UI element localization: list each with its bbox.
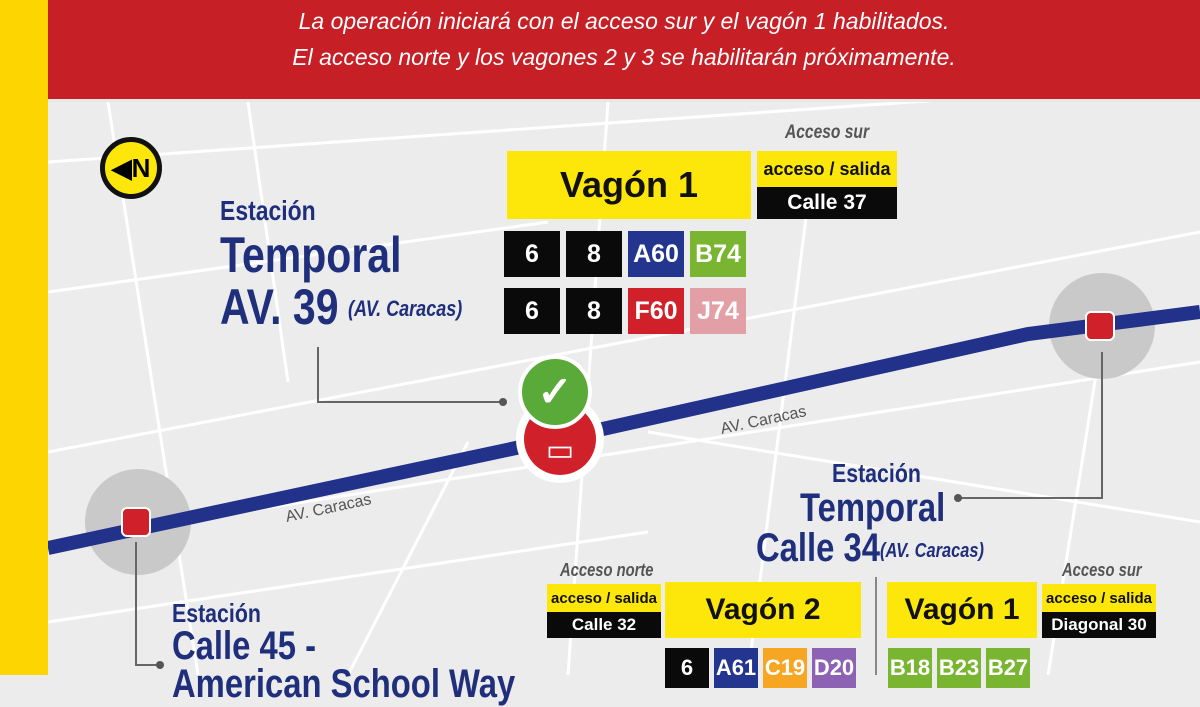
bus-stop-icon[interactable]: [1085, 311, 1115, 341]
station-name: American School Way: [172, 662, 516, 706]
wagon-label: Vagón 1: [887, 582, 1037, 638]
station-name: Calle 34: [756, 526, 880, 570]
notice-line-2: El acceso norte y los vagones 2 y 3 se h…: [292, 44, 956, 70]
route-badge: A60: [628, 231, 684, 277]
route-badge: B74: [690, 231, 746, 277]
station-sub: (AV. Caracas): [880, 540, 984, 562]
station-name: Temporal: [220, 227, 402, 283]
wagon-label: Vagón 2: [665, 582, 861, 638]
wagon-label: Vagón 1: [507, 151, 751, 219]
station-name: AV. 39: [220, 279, 339, 335]
bus-stop-icon[interactable]: [121, 507, 151, 537]
route-badge: 8: [566, 231, 622, 277]
access-type: acceso / salida: [757, 151, 897, 187]
notice-line-1: La operación iniciará con el acceso sur …: [298, 8, 950, 34]
side-stripe: [0, 0, 48, 675]
station-prefix: Estación: [220, 195, 316, 226]
route-badge: 8: [566, 288, 622, 334]
route-line: [48, 305, 1200, 555]
route-badge: 6: [504, 231, 560, 277]
route-badge: J74: [690, 288, 746, 334]
route-badge: B23: [937, 648, 981, 688]
notice-banner: La operación iniciará con el acceso sur …: [48, 0, 1200, 102]
access-street: Calle 37: [757, 187, 897, 219]
route-badge: 6: [665, 648, 709, 688]
access-label: Acceso sur: [1062, 560, 1142, 580]
route-badge: C19: [763, 648, 807, 688]
route-badge: B18: [888, 648, 932, 688]
access-street: Diagonal 30: [1042, 612, 1156, 638]
route-badge: D20: [812, 648, 856, 688]
north-arrow-icon: ◀ N: [100, 137, 162, 199]
access-label: Acceso sur: [785, 122, 870, 143]
route-badge: A61: [714, 648, 758, 688]
station-name: Temporal: [800, 486, 946, 530]
check-icon: ✓: [518, 355, 592, 429]
station-sub: (AV. Caracas): [348, 296, 463, 321]
route-badge: 6: [504, 288, 560, 334]
access-type: acceso / salida: [1042, 584, 1156, 612]
station-name: Calle 45 -: [172, 624, 317, 668]
access-type: acceso / salida: [547, 584, 661, 612]
route-badge: B27: [986, 648, 1030, 688]
route-badge: F60: [628, 288, 684, 334]
access-label: Acceso norte: [560, 560, 654, 580]
station-prefix: Estación: [172, 598, 261, 628]
station-prefix: Estación: [832, 458, 921, 488]
access-street: Calle 32: [547, 612, 661, 638]
